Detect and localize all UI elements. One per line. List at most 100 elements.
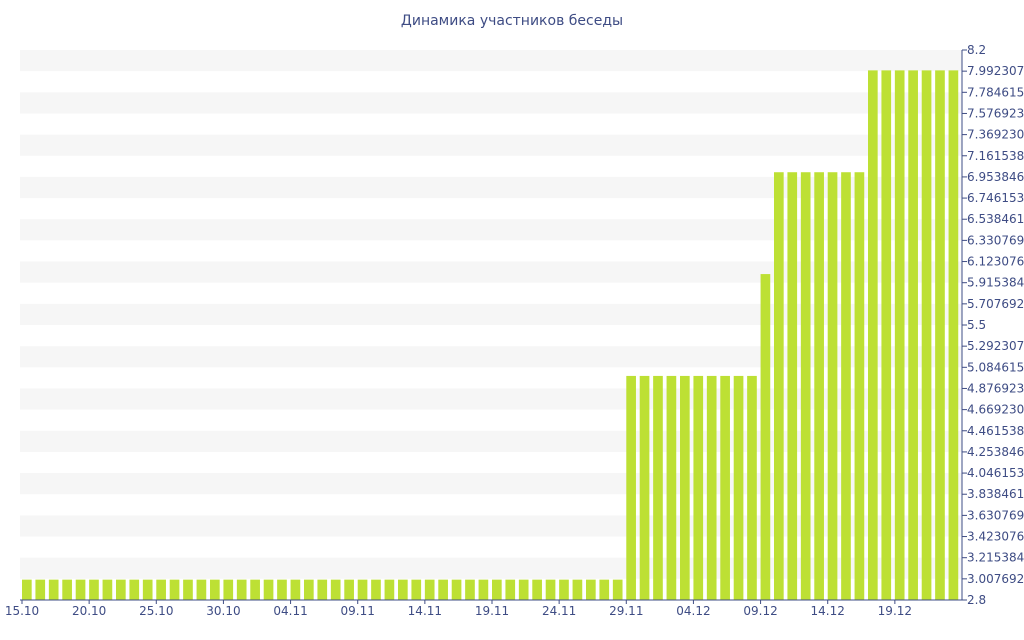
- bar[interactable]: [398, 579, 408, 600]
- bar[interactable]: [545, 579, 556, 600]
- x-tick-label: 20.10: [72, 604, 106, 618]
- y-tick-label: 5.0846153: [967, 360, 1024, 374]
- bar[interactable]: [116, 579, 126, 600]
- bar[interactable]: [290, 579, 301, 600]
- y-tick-label: 4.6692307: [967, 403, 1024, 417]
- bar[interactable]: [169, 579, 180, 600]
- y-tick-label: 3.0076923: [967, 572, 1024, 586]
- y-tick-label: 7.7846153: [967, 85, 1024, 99]
- bar[interactable]: [129, 579, 140, 600]
- bar[interactable]: [411, 579, 422, 600]
- y-tick-label: 3.6307692: [967, 508, 1024, 522]
- x-tick-label: 04.12: [676, 604, 710, 618]
- bar[interactable]: [680, 375, 690, 600]
- bar[interactable]: [800, 172, 811, 600]
- bar[interactable]: [505, 579, 516, 600]
- bar[interactable]: [183, 579, 193, 600]
- bar[interactable]: [478, 579, 489, 600]
- grid-band: [20, 176, 962, 199]
- bar[interactable]: [62, 579, 72, 600]
- x-tick-label: 04.11: [273, 604, 307, 618]
- bar[interactable]: [760, 274, 771, 600]
- bar[interactable]: [250, 579, 260, 600]
- bar[interactable]: [841, 172, 851, 600]
- bar[interactable]: [371, 579, 381, 600]
- y-tick-label: 6.9538461: [967, 170, 1024, 184]
- bar[interactable]: [894, 70, 905, 601]
- bar[interactable]: [814, 172, 824, 600]
- bar[interactable]: [854, 172, 865, 600]
- bar[interactable]: [142, 579, 153, 600]
- bar[interactable]: [706, 375, 717, 600]
- bar[interactable]: [48, 579, 59, 600]
- bar[interactable]: [330, 579, 341, 600]
- bar[interactable]: [948, 70, 959, 601]
- y-tick-label: 3.8384615: [967, 487, 1024, 501]
- bar[interactable]: [935, 70, 945, 601]
- bar[interactable]: [559, 579, 569, 600]
- bar[interactable]: [693, 375, 704, 600]
- bar[interactable]: [787, 172, 798, 600]
- bar[interactable]: [22, 579, 32, 600]
- x-tick-label: 29.11: [609, 604, 643, 618]
- bar[interactable]: [868, 70, 878, 601]
- y-tick-label: 5.5: [967, 318, 986, 332]
- bar[interactable]: [344, 579, 354, 600]
- bar[interactable]: [827, 172, 838, 600]
- y-tick-label: 7.5769230: [967, 106, 1024, 120]
- bar[interactable]: [720, 375, 730, 600]
- bar[interactable]: [357, 579, 368, 600]
- x-tick-label: 09.12: [743, 604, 777, 618]
- y-tick-label: 2.8: [967, 593, 986, 607]
- bar[interactable]: [317, 579, 328, 600]
- y-tick-label: 4.8769230: [967, 381, 1024, 395]
- y-tick-label: 3.2153846: [967, 551, 1024, 565]
- bar[interactable]: [599, 579, 610, 600]
- bar[interactable]: [492, 579, 502, 600]
- bar[interactable]: [908, 70, 918, 601]
- bar[interactable]: [747, 375, 757, 600]
- bar[interactable]: [532, 579, 542, 600]
- bar[interactable]: [35, 579, 46, 600]
- x-tick-label: 14.11: [408, 604, 442, 618]
- bar[interactable]: [465, 579, 475, 600]
- bar[interactable]: [263, 579, 274, 600]
- bar[interactable]: [156, 579, 166, 600]
- bar[interactable]: [277, 579, 287, 600]
- bar[interactable]: [451, 579, 462, 600]
- bar[interactable]: [572, 579, 583, 600]
- bar[interactable]: [102, 579, 113, 600]
- bar[interactable]: [384, 579, 395, 600]
- bars: [22, 70, 959, 601]
- bar[interactable]: [518, 579, 529, 600]
- bar[interactable]: [921, 70, 932, 601]
- bar[interactable]: [236, 579, 247, 600]
- grid-band: [20, 219, 962, 241]
- x-tick-label: 09.11: [341, 604, 375, 618]
- bar[interactable]: [75, 579, 86, 600]
- bar[interactable]: [196, 579, 207, 600]
- y-tick-label: 7.9923076: [967, 64, 1024, 78]
- bar[interactable]: [424, 579, 435, 600]
- y-tick-label: 6.1230769: [967, 255, 1024, 269]
- bar[interactable]: [223, 579, 234, 600]
- bar[interactable]: [438, 579, 448, 600]
- bar[interactable]: [639, 375, 650, 600]
- y-tick-label: 4.2538461: [967, 445, 1024, 459]
- bar[interactable]: [89, 579, 99, 600]
- bar[interactable]: [626, 375, 636, 600]
- y-tick-label: 4.0461538: [967, 466, 1024, 480]
- bar[interactable]: [881, 70, 892, 601]
- bar[interactable]: [586, 579, 596, 600]
- bar[interactable]: [774, 172, 784, 600]
- bar[interactable]: [304, 579, 314, 600]
- bar[interactable]: [733, 375, 744, 600]
- bar[interactable]: [612, 579, 623, 600]
- grid-band: [20, 134, 962, 156]
- bar[interactable]: [653, 375, 663, 600]
- bar[interactable]: [210, 579, 220, 600]
- x-tick-label: 19.12: [878, 604, 912, 618]
- bar[interactable]: [666, 375, 677, 600]
